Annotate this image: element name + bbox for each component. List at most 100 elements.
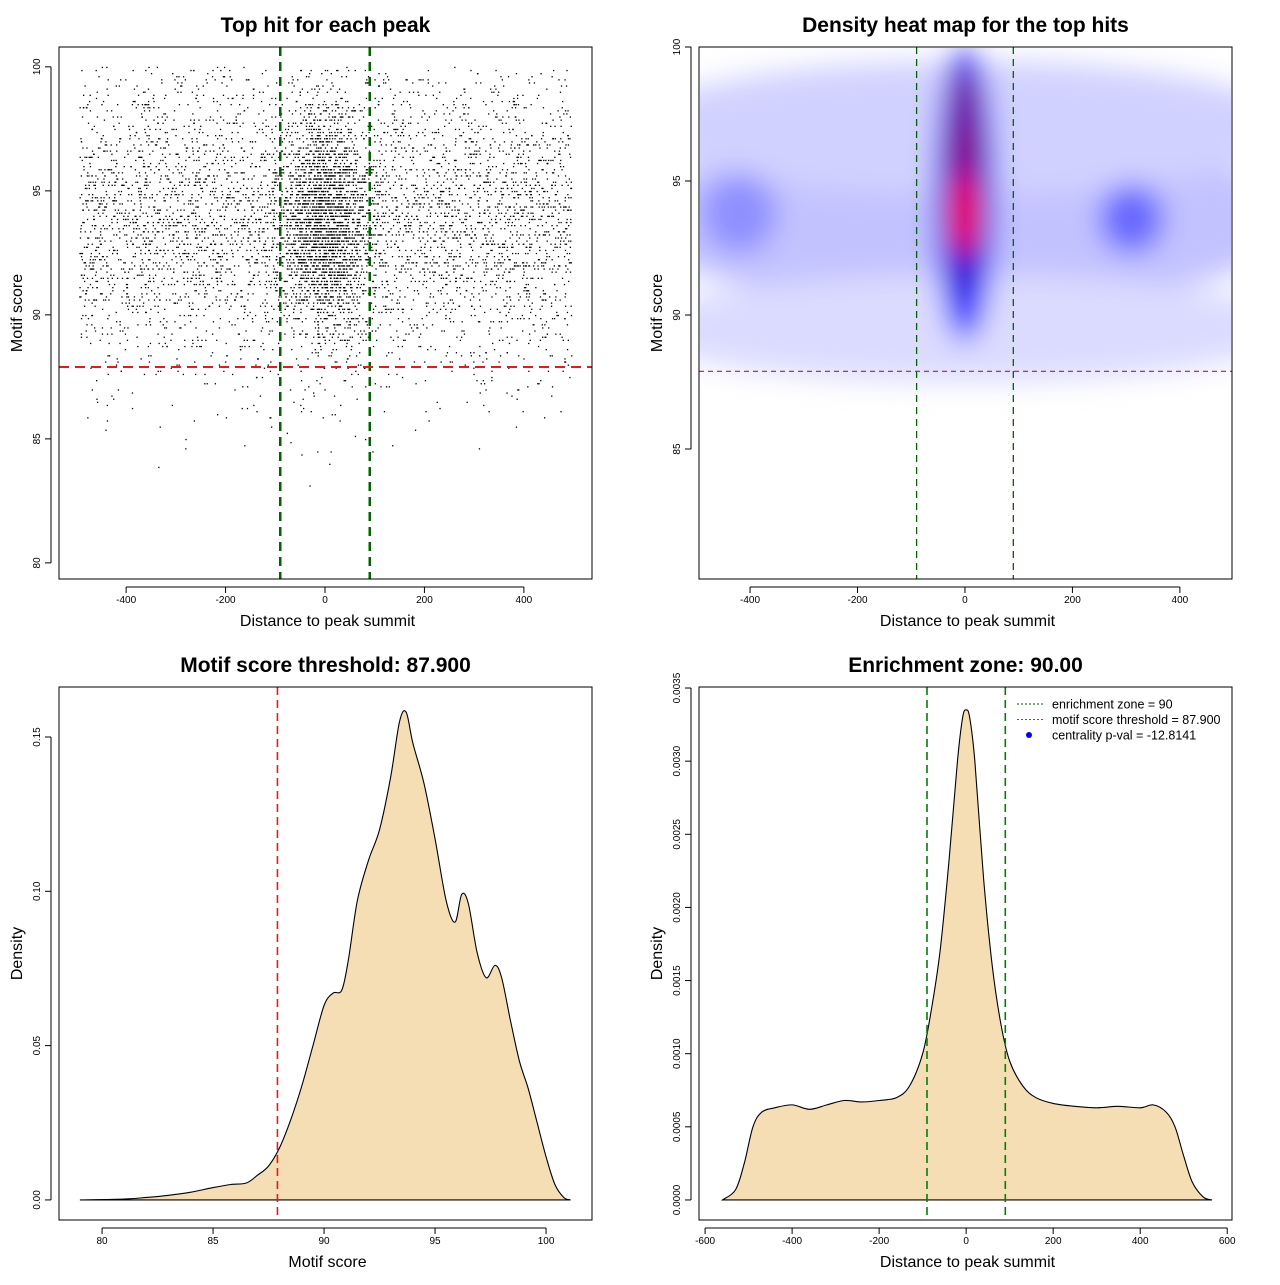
scatter-point — [101, 293, 103, 295]
scatter-point — [345, 200, 347, 202]
scatter-point — [470, 256, 472, 258]
scatter-point — [392, 225, 395, 227]
scatter-point — [257, 190, 259, 193]
scatter-point — [376, 218, 378, 221]
scatter-point — [206, 246, 208, 248]
scatter-point — [436, 172, 438, 174]
scatter-point — [454, 166, 457, 168]
scatter-point — [110, 240, 112, 242]
scatter-point — [495, 187, 497, 190]
scatter-point — [307, 249, 309, 252]
scatter-point — [477, 221, 479, 224]
scatter-point — [308, 166, 311, 168]
scatter-point — [123, 290, 125, 292]
scatter-point — [329, 314, 331, 317]
scatter-point — [502, 339, 504, 341]
scatter-point — [201, 218, 203, 221]
scatter-point — [461, 274, 463, 276]
scatter-point — [486, 252, 488, 255]
scatter-point — [519, 296, 521, 298]
scatter-point — [276, 172, 278, 174]
scatter-point — [346, 215, 349, 217]
scatter-point — [394, 110, 396, 112]
scatter-point — [513, 100, 516, 103]
scatter-point — [500, 190, 502, 193]
scatter-point — [360, 206, 362, 208]
scatter-point — [159, 321, 162, 323]
scatter-point — [520, 162, 522, 165]
scatter-point — [224, 169, 226, 171]
scatter-point — [184, 339, 186, 341]
scatter-point — [243, 110, 246, 112]
scatter-point — [145, 311, 147, 314]
scatter-point — [285, 197, 287, 199]
scatter-point — [354, 122, 356, 124]
scatter-point — [402, 265, 404, 267]
scatter-point — [80, 256, 83, 258]
scatter-point — [95, 237, 97, 239]
scatter-point — [528, 159, 530, 162]
scatter-point — [195, 159, 198, 162]
scatter-point — [196, 206, 199, 208]
scatter-point — [259, 218, 261, 221]
scatter-point — [304, 237, 306, 239]
scatter-point — [508, 128, 510, 131]
scatter-point — [334, 138, 336, 140]
scatter-point — [176, 302, 178, 304]
scatter-point — [517, 265, 519, 267]
scatter-point — [113, 215, 115, 217]
scatter-point — [375, 225, 377, 227]
scatter-point — [182, 262, 184, 264]
scatter-point — [345, 147, 347, 149]
scatter-point — [137, 345, 139, 348]
scatter-point — [118, 228, 120, 230]
scatter-point — [175, 256, 177, 258]
scatter-point — [319, 296, 321, 298]
scatter-point — [236, 94, 238, 96]
scatter-point — [478, 172, 480, 174]
scatter-point — [188, 125, 190, 127]
scatter-point — [347, 190, 349, 193]
scatter-point — [165, 215, 167, 217]
scatter-point — [219, 299, 221, 301]
scatter-point — [486, 200, 488, 202]
scatter-point — [339, 252, 342, 255]
scatter-point — [360, 234, 363, 236]
scatter-point — [353, 324, 356, 326]
scatter-point — [475, 265, 477, 267]
scatter-point — [539, 159, 541, 162]
scatter-point — [565, 243, 568, 245]
scatter-point — [316, 85, 318, 87]
scatter-point — [361, 110, 363, 112]
scatter-point — [303, 237, 305, 239]
scatter-point — [304, 200, 306, 202]
scatter-point — [540, 138, 543, 140]
scatter-point — [386, 296, 388, 298]
scatter-point — [350, 318, 353, 320]
scatter-point — [562, 141, 564, 143]
scatter-point — [553, 172, 555, 174]
scatter-point — [300, 231, 302, 233]
scatter-point — [376, 194, 378, 196]
scatter-point — [341, 200, 343, 202]
scatter-point — [464, 172, 467, 174]
scatter-point — [316, 302, 319, 304]
scatter-point — [326, 283, 328, 286]
scatter-point — [304, 169, 306, 171]
scatter-point — [355, 234, 357, 236]
scatter-point — [164, 147, 166, 149]
scatter-point — [320, 215, 322, 217]
scatter-point — [528, 370, 530, 372]
scatter-point — [230, 104, 232, 106]
scatter-point — [232, 256, 234, 258]
scatter-point — [101, 66, 103, 69]
scatter-point — [204, 287, 206, 289]
scatter-point — [469, 299, 472, 301]
scatter-point — [251, 280, 253, 283]
scatter-point — [357, 234, 359, 236]
scatter-point — [89, 259, 91, 261]
scatter-point — [371, 265, 373, 267]
scatter-point — [333, 252, 335, 255]
scatter-point — [557, 237, 559, 239]
scatter-point — [330, 212, 332, 214]
